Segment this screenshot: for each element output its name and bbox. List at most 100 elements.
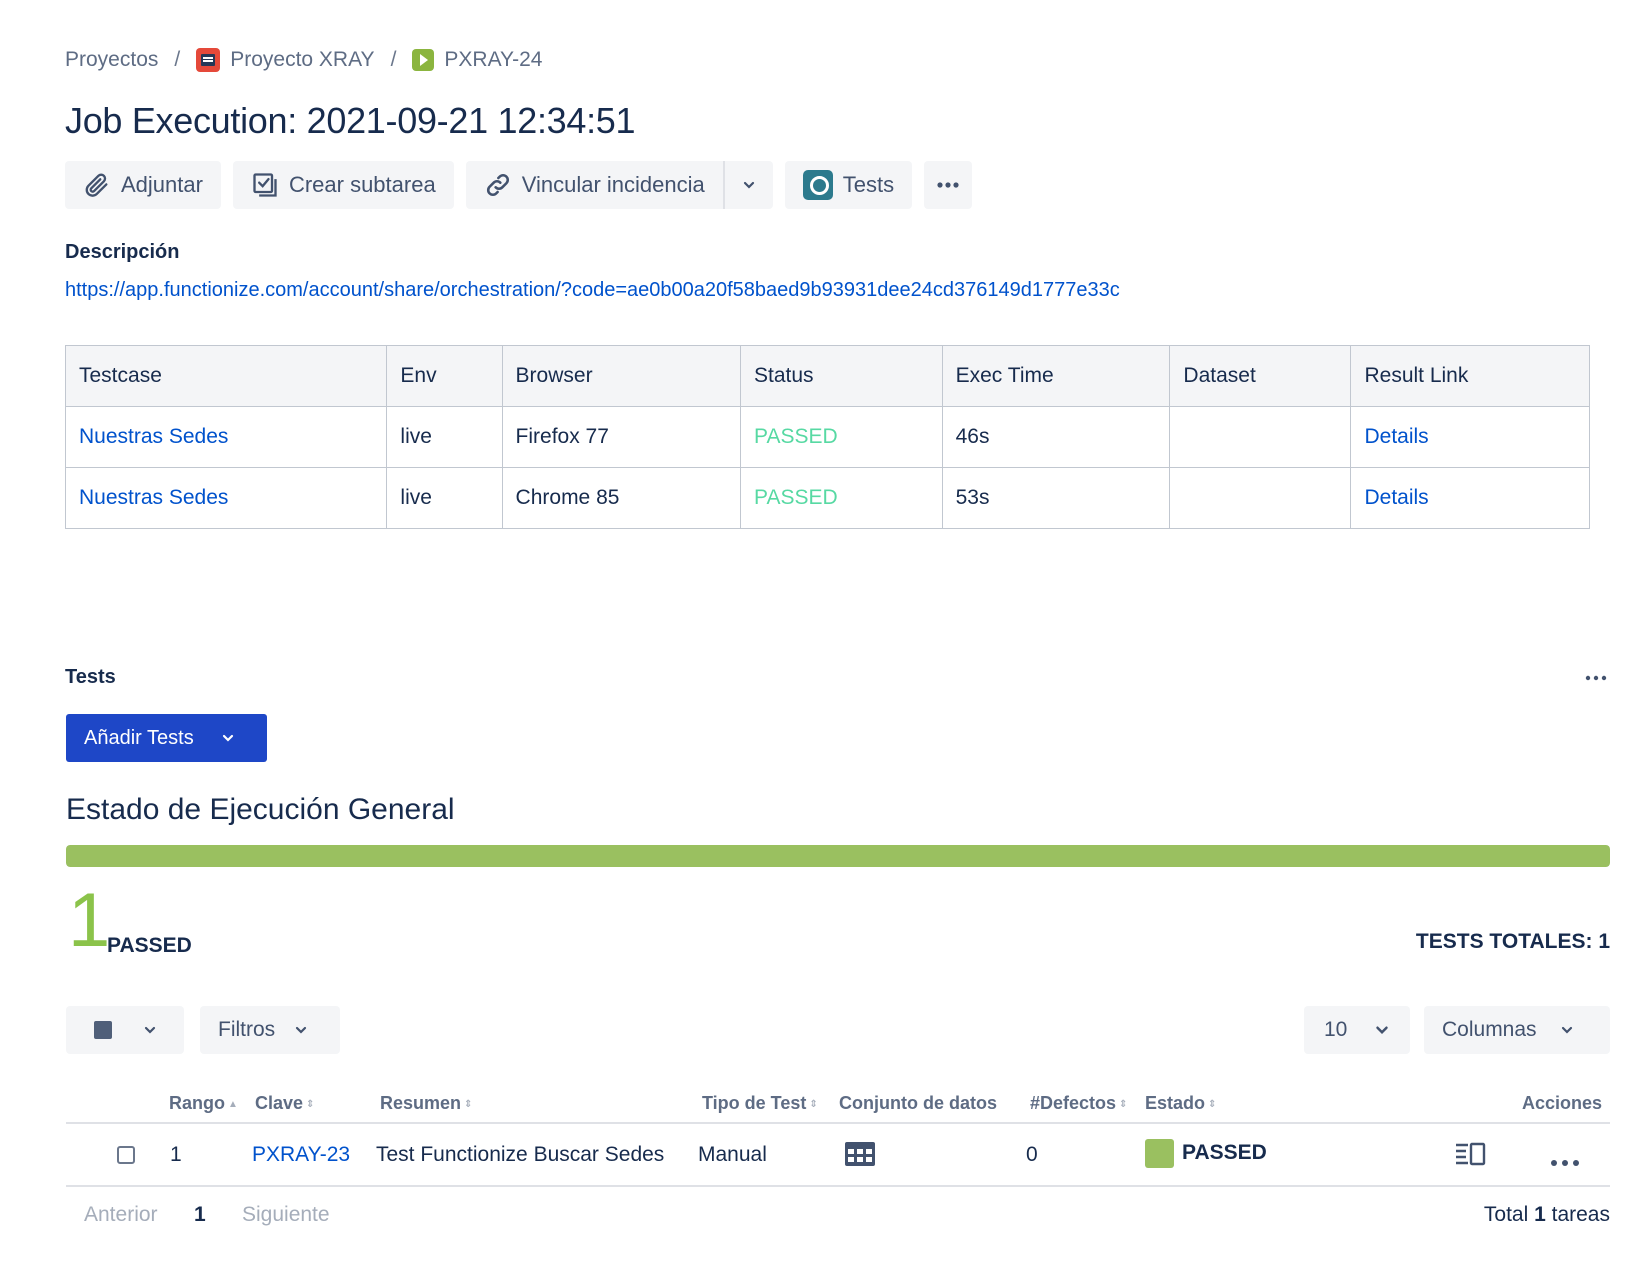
row-rank: 1 xyxy=(170,1143,182,1166)
tests-section-heading: Tests xyxy=(65,666,116,688)
select-all-icon xyxy=(94,1021,112,1039)
bulk-select-dropdown[interactable] xyxy=(66,1006,184,1054)
execution-progress-bar xyxy=(66,845,1610,867)
col-test-type[interactable]: Tipo de Test ⇕ xyxy=(702,1093,818,1114)
col-rank-label: Rango xyxy=(169,1093,225,1113)
breadcrumb-issue[interactable]: PXRAY-24 xyxy=(412,48,542,72)
row-key-link[interactable]: PXRAY-23 xyxy=(252,1143,351,1166)
breadcrumb-project[interactable]: Proyecto XRAY xyxy=(196,48,375,72)
sort-icon: ⇕ xyxy=(464,1099,473,1110)
add-tests-label: Añadir Tests xyxy=(84,726,194,749)
link-issue-split: Vincular incidencia xyxy=(465,161,773,209)
col-status[interactable]: Estado ⇕ xyxy=(1145,1093,1216,1114)
col-dataset: Dataset xyxy=(1169,345,1352,407)
filters-dropdown[interactable]: Filtros xyxy=(200,1006,340,1054)
row-status: PASSED xyxy=(1145,1139,1267,1168)
chevron-down-icon xyxy=(222,734,233,742)
chevron-down-icon xyxy=(1376,1026,1389,1035)
tests-table-header: Rango ▲ Clave ⇕ Resumen ⇕ Tipo de Test ⇕ Con… xyxy=(66,1087,1610,1122)
browser-cell: Chrome 85 xyxy=(501,467,742,529)
chevron-down-icon xyxy=(296,1026,307,1034)
attach-label: Adjuntar xyxy=(121,172,203,197)
exec-time-cell: 53s xyxy=(941,467,1171,529)
subtask-icon xyxy=(253,173,277,197)
execution-status-title: Estado de Ejecución General xyxy=(66,793,455,826)
pager-next[interactable]: Siguiente xyxy=(242,1203,330,1226)
col-defects-label: #Defectos xyxy=(1030,1093,1117,1113)
chevron-down-icon xyxy=(1561,1026,1572,1034)
create-subtask-label: Crear subtarea xyxy=(288,172,436,197)
description-link[interactable]: https://app.functionize.com/account/shar… xyxy=(65,279,1120,301)
create-subtask-button[interactable]: Crear subtarea xyxy=(232,161,454,209)
project-icon xyxy=(196,48,221,72)
row-checkbox[interactable] xyxy=(117,1146,135,1164)
details-link[interactable]: Details xyxy=(1350,406,1590,468)
row-test-type: Manual xyxy=(698,1143,767,1166)
col-key-label: Clave xyxy=(255,1093,304,1113)
link-icon xyxy=(486,173,509,197)
results-table: Testcase Env Browser Status Exec Time Da… xyxy=(64,345,1590,529)
col-browser: Browser xyxy=(501,345,742,407)
col-status-label: Estado xyxy=(1145,1093,1206,1113)
attach-button[interactable]: Adjuntar xyxy=(65,161,221,209)
row-actions-more-icon[interactable] xyxy=(1550,1149,1580,1173)
execute-details-icon[interactable] xyxy=(1454,1141,1486,1173)
row-defects: 0 xyxy=(1026,1143,1038,1166)
pager-total-count: 1 xyxy=(1534,1203,1546,1226)
col-dataset: Conjunto de datos xyxy=(839,1093,997,1113)
table-row: Nuestras Sedes live Chrome 85 PASSED 53s… xyxy=(64,467,1590,529)
row-status-label: PASSED xyxy=(1182,1141,1267,1165)
details-link[interactable]: Details xyxy=(1350,467,1590,529)
table-row: 1 PXRAY-23 Test Functionize Buscar Sedes… xyxy=(66,1125,1610,1185)
sort-icon: ⇕ xyxy=(306,1099,315,1110)
page-title: Job Execution: 2021-09-21 12:34:51 xyxy=(65,100,636,141)
breadcrumb-issue-label: PXRAY-24 xyxy=(444,48,543,71)
link-issue-dropdown[interactable] xyxy=(722,161,773,209)
col-defects[interactable]: #Defectos ⇕ xyxy=(1030,1093,1127,1114)
xray-tests-icon xyxy=(802,170,833,200)
col-rank[interactable]: Rango ▲ xyxy=(169,1093,238,1114)
tests-section-more-button[interactable] xyxy=(1583,668,1609,688)
sort-icon: ⇕ xyxy=(1119,1099,1128,1110)
tests-label: Tests xyxy=(842,172,895,197)
link-issue-button[interactable]: Vincular incidencia xyxy=(465,161,723,209)
col-summary-label: Resumen xyxy=(380,1093,462,1113)
col-key[interactable]: Clave ⇕ xyxy=(255,1093,314,1114)
filters-label: Filtros xyxy=(218,1018,276,1041)
pager-total-prefix: Total xyxy=(1483,1203,1529,1226)
pager-current-page[interactable]: 1 xyxy=(194,1203,206,1226)
columns-dropdown[interactable]: Columnas xyxy=(1424,1006,1610,1054)
more-icon xyxy=(1585,675,1607,681)
passed-label: PASSED xyxy=(107,934,192,957)
page-size-value: 10 xyxy=(1324,1018,1348,1041)
pager-prev[interactable]: Anterior xyxy=(84,1203,158,1226)
breadcrumb: Proyectos / Proyecto XRAY / PXRAY-24 xyxy=(65,48,542,72)
browser-cell: Firefox 77 xyxy=(501,406,742,468)
add-tests-button[interactable]: Añadir Tests xyxy=(66,714,267,762)
testcase-link[interactable]: Nuestras Sedes xyxy=(64,406,388,468)
table-row: Nuestras Sedes live Firefox 77 PASSED 46… xyxy=(64,406,1590,468)
col-actions: Acciones xyxy=(1521,1093,1602,1113)
exec-time-cell: 46s xyxy=(941,406,1171,468)
col-exec-time: Exec Time xyxy=(941,345,1171,407)
col-result-link: Result Link xyxy=(1350,345,1590,407)
pager-total: Total 1 tareas xyxy=(1484,1203,1610,1227)
col-summary[interactable]: Resumen ⇕ xyxy=(380,1093,472,1114)
sort-asc-icon: ▲ xyxy=(228,1099,238,1110)
more-actions-button[interactable] xyxy=(924,161,973,209)
col-testcase: Testcase xyxy=(64,345,388,407)
testcase-link[interactable]: Nuestras Sedes xyxy=(64,467,388,529)
breadcrumb-project-label: Proyecto XRAY xyxy=(230,48,375,71)
row-divider xyxy=(66,1185,1610,1187)
paperclip-icon xyxy=(85,173,108,197)
test-execution-icon xyxy=(412,49,435,71)
sort-icon: ⇕ xyxy=(809,1099,818,1110)
dataset-grid-icon[interactable] xyxy=(844,1141,876,1173)
table-header-row: Testcase Env Browser Status Exec Time Da… xyxy=(64,345,1590,407)
col-env: Env xyxy=(386,345,503,407)
tests-button[interactable]: Tests xyxy=(784,161,913,209)
col-status: Status xyxy=(740,345,943,407)
env-cell: live xyxy=(386,406,503,468)
page-size-select[interactable]: 10 xyxy=(1304,1006,1410,1054)
breadcrumb-projects[interactable]: Proyectos xyxy=(65,48,159,71)
